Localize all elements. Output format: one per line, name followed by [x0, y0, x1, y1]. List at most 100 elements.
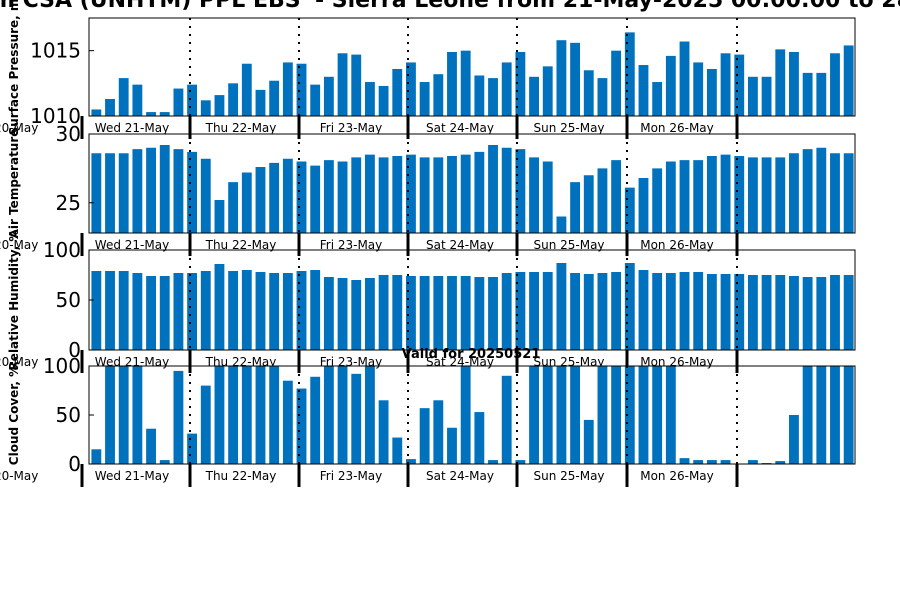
bar — [693, 160, 704, 233]
bar — [241, 366, 252, 464]
bar — [91, 109, 102, 116]
bar — [269, 80, 280, 116]
bar — [200, 158, 211, 233]
bar — [747, 460, 758, 464]
bar — [255, 167, 266, 233]
bar — [105, 366, 115, 464]
bars-group — [91, 32, 854, 116]
day-label: Wed 21-May — [95, 469, 169, 483]
bar — [529, 272, 539, 350]
bar — [706, 68, 717, 116]
day-label: Fri 23-May — [320, 121, 383, 135]
bar — [679, 41, 690, 116]
bar — [611, 366, 622, 464]
bar — [597, 273, 608, 350]
axes-frame — [88, 133, 856, 234]
bar — [720, 460, 731, 464]
bar — [474, 277, 485, 350]
bar — [118, 366, 129, 464]
bar — [597, 168, 608, 233]
bar — [460, 276, 471, 350]
bar — [351, 280, 362, 350]
bar — [460, 366, 471, 464]
bar — [488, 145, 498, 233]
y-axis-label: Air Temperature — [7, 129, 21, 239]
bar — [91, 153, 102, 233]
bar — [474, 75, 485, 116]
bar — [460, 154, 471, 233]
figure-title: m CSA (UNHTM) PPL EBS' - Sierra Leone fr… — [0, 0, 900, 13]
bar — [282, 380, 293, 464]
bar — [118, 153, 129, 233]
bar — [337, 53, 348, 116]
day-label: Thu 22-May — [205, 238, 277, 252]
bar — [406, 62, 416, 116]
bar — [665, 273, 676, 350]
bar — [447, 156, 457, 233]
bar — [843, 153, 854, 233]
bar — [214, 366, 225, 464]
bar — [638, 270, 649, 350]
bar — [392, 156, 403, 233]
bar — [830, 366, 840, 464]
bar — [747, 76, 758, 116]
bar — [173, 149, 184, 233]
bar — [843, 45, 854, 116]
bar — [296, 161, 307, 233]
bar — [310, 376, 321, 464]
bar — [501, 147, 512, 233]
bar — [228, 366, 239, 464]
day-label: Sun 25-May — [533, 121, 604, 135]
bar — [789, 415, 799, 464]
bar — [364, 366, 375, 464]
bar — [720, 274, 731, 350]
bar — [734, 274, 745, 350]
bar — [433, 74, 444, 116]
day-label: Mon 26-May — [640, 121, 714, 135]
bar — [187, 151, 198, 233]
bar — [556, 263, 567, 350]
bar — [843, 275, 854, 350]
bar — [734, 54, 745, 116]
bar — [419, 82, 430, 116]
bar — [419, 276, 430, 350]
bar — [228, 271, 239, 350]
day-label: Sat 24-May — [426, 121, 494, 135]
bar — [747, 157, 758, 233]
bar — [364, 82, 375, 116]
bar — [652, 366, 663, 464]
bar — [159, 460, 170, 464]
bar — [802, 366, 813, 464]
bar — [282, 273, 293, 350]
y-tick-label: 1010 — [30, 104, 81, 128]
bar — [556, 40, 567, 116]
bar — [652, 82, 663, 116]
bar — [816, 366, 827, 464]
y-tick-label: 30 — [56, 122, 81, 146]
bar — [816, 277, 827, 350]
bar — [542, 272, 553, 350]
bar — [488, 460, 498, 464]
bar — [433, 276, 444, 350]
bars-group — [91, 263, 854, 350]
bar — [816, 147, 827, 233]
bar — [624, 187, 635, 233]
bar — [775, 49, 786, 116]
bar — [132, 273, 143, 350]
bar — [118, 271, 129, 350]
y-axis-label: Surface Pressure, m — [7, 0, 21, 135]
bar — [597, 366, 608, 464]
bar — [693, 460, 704, 464]
bar — [378, 85, 389, 116]
bar — [159, 276, 170, 350]
bar — [323, 160, 334, 233]
bar — [419, 157, 430, 233]
y-tick-label: 1015 — [30, 39, 81, 63]
bar — [323, 277, 334, 350]
bars-group — [91, 366, 854, 464]
day-label: Sat 24-May — [426, 238, 494, 252]
bar — [173, 370, 184, 464]
chart-panel-2: Tue 20-May Wed 21-May Thu 22-May Fri 23-May… — [0, 122, 856, 256]
day-label: Wed 21-May — [95, 121, 169, 135]
bar — [406, 276, 416, 350]
